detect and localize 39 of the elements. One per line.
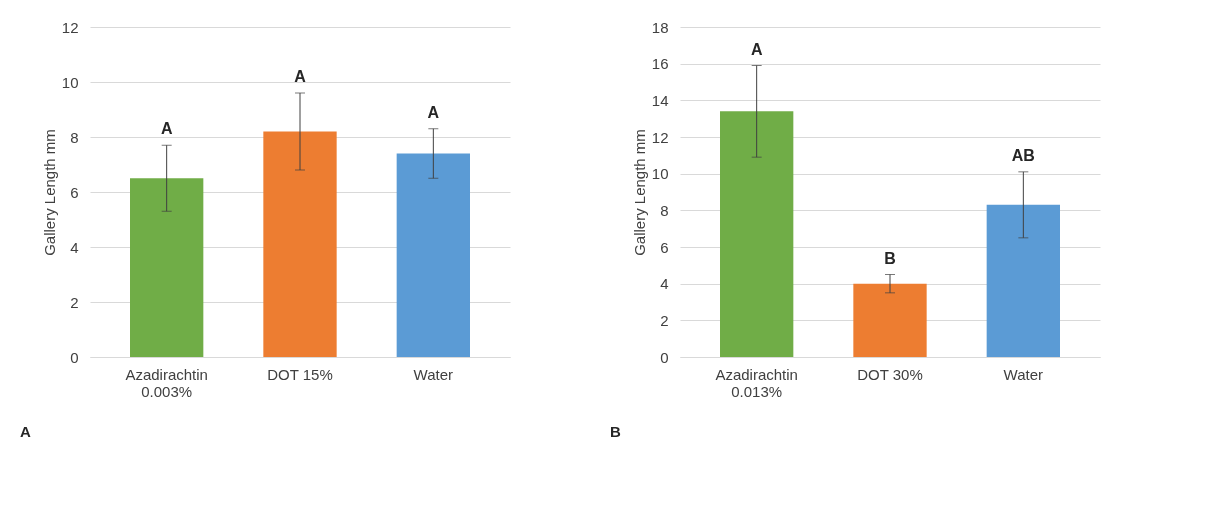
annotation: A [294, 68, 307, 85]
y-tick-label: 12 [61, 18, 79, 36]
text: B [610, 423, 621, 440]
y-tick-label: 4 [660, 275, 669, 293]
x-tick-label: Water [1003, 365, 1044, 383]
annotation: A [427, 103, 440, 121]
x-tick-label: DOT 30% [857, 365, 923, 383]
bar [396, 153, 470, 357]
y-tick-label: 12 [651, 128, 669, 146]
y-axis-title: Gallery Length mm [630, 129, 648, 256]
y-tick-label: 6 [70, 183, 79, 201]
text: A [20, 423, 31, 440]
y-axis-title: Gallery Length mm [40, 129, 58, 256]
y-tick-label: 8 [660, 201, 669, 219]
y-tick-label: 10 [61, 73, 79, 91]
bar [720, 111, 794, 357]
y-tick-label: 2 [660, 311, 669, 329]
y-tick-label: 2 [70, 293, 79, 311]
y-tick-label: 10 [651, 165, 669, 183]
bar [853, 283, 927, 357]
y-tick-label: 4 [70, 238, 79, 256]
x-tick-label: Water [413, 365, 454, 383]
bar [263, 131, 337, 357]
y-tick-label: 16 [651, 55, 669, 73]
y-tick-label: 8 [70, 128, 79, 146]
x-tick-label: DOT 15% [267, 365, 333, 383]
x-tick-label: Azadirachtin 0.013% [715, 365, 798, 400]
annotation: AB [1011, 146, 1035, 164]
bar [130, 178, 204, 357]
annotation: B [884, 249, 896, 267]
y-tick-label: 14 [651, 91, 669, 109]
y-tick-label: 0 [660, 348, 669, 366]
y-tick-label: 0 [70, 348, 79, 366]
bar [986, 204, 1060, 357]
annotation: A [750, 40, 763, 58]
x-tick-label: Azadirachtin 0.003% [125, 365, 208, 400]
annotation: A [160, 120, 173, 138]
y-tick-label: 6 [660, 238, 669, 256]
y-tick-label: 18 [651, 18, 669, 36]
